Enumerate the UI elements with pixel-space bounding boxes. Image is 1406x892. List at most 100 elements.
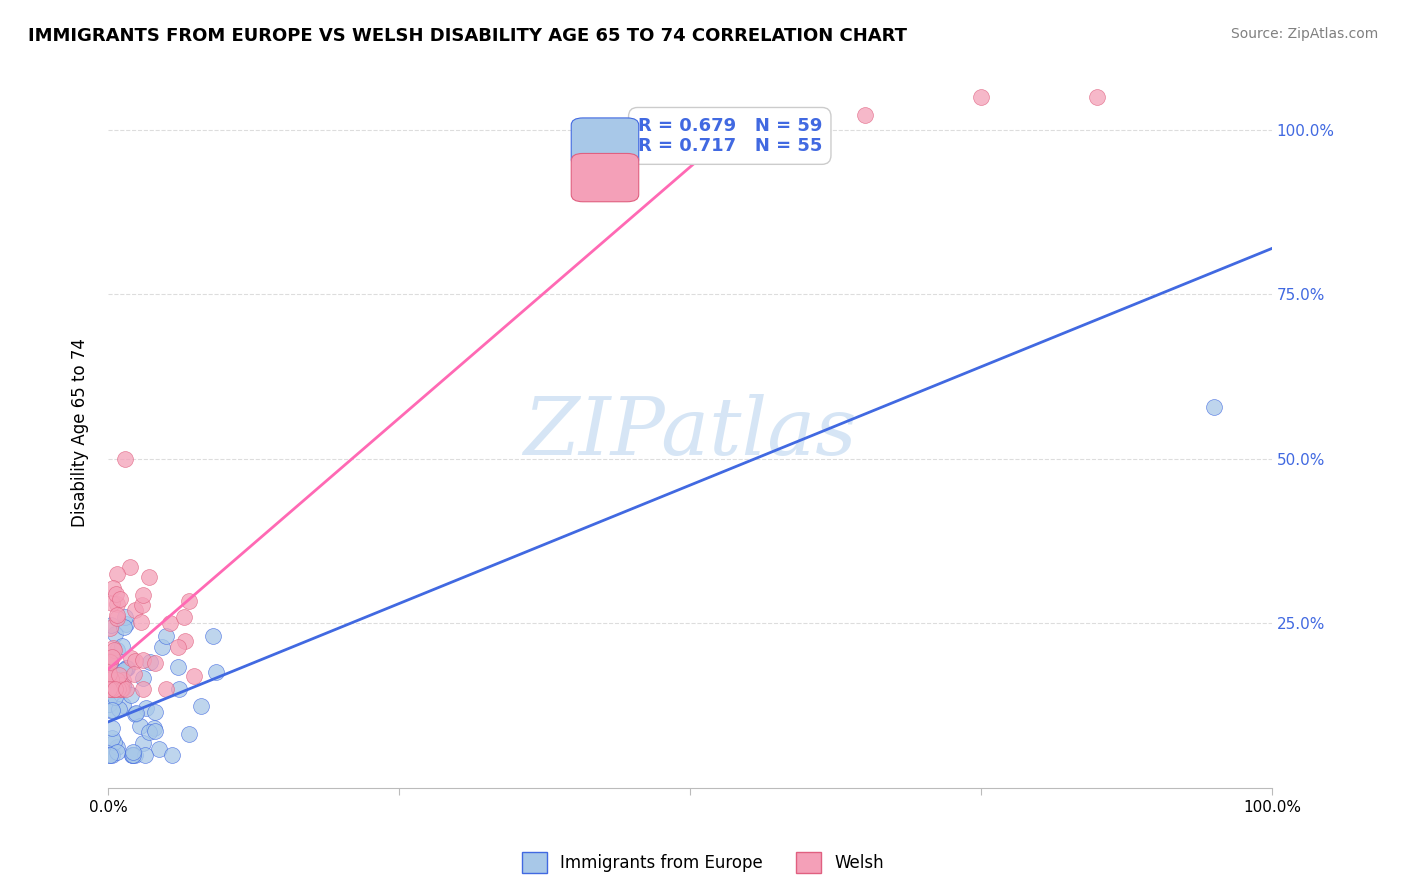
Point bbox=[111, 673, 134, 688]
Point bbox=[132, 653, 155, 667]
Point bbox=[121, 747, 143, 762]
Point bbox=[201, 629, 224, 643]
Point bbox=[155, 682, 177, 697]
Point bbox=[112, 664, 135, 678]
Point bbox=[138, 724, 160, 739]
Point bbox=[98, 747, 121, 762]
Point bbox=[1085, 90, 1108, 104]
Point bbox=[104, 587, 127, 601]
Point bbox=[138, 569, 160, 583]
Point bbox=[112, 681, 135, 696]
Point bbox=[177, 594, 200, 608]
Point bbox=[101, 596, 124, 610]
Point bbox=[166, 640, 188, 655]
Point bbox=[108, 668, 131, 682]
Point bbox=[105, 643, 128, 657]
Point bbox=[100, 682, 122, 697]
Legend: Immigrants from Europe, Welsh: Immigrants from Europe, Welsh bbox=[515, 846, 891, 880]
Point bbox=[104, 626, 127, 640]
Point bbox=[167, 682, 190, 697]
Point bbox=[159, 615, 181, 630]
Point bbox=[124, 706, 146, 721]
Point bbox=[101, 678, 124, 692]
Point bbox=[143, 705, 166, 719]
Point bbox=[107, 682, 129, 697]
Point bbox=[124, 655, 146, 669]
Point bbox=[139, 655, 162, 669]
Point bbox=[112, 698, 135, 713]
Point bbox=[98, 666, 121, 681]
Point bbox=[101, 682, 124, 697]
Point bbox=[104, 682, 127, 697]
FancyBboxPatch shape bbox=[571, 118, 638, 166]
Point bbox=[970, 90, 993, 104]
Point bbox=[150, 640, 173, 655]
Point bbox=[100, 618, 122, 632]
Point bbox=[143, 724, 166, 739]
Point bbox=[98, 665, 121, 680]
Point bbox=[100, 703, 122, 717]
Point bbox=[104, 690, 127, 705]
Point bbox=[98, 689, 121, 703]
Point bbox=[131, 615, 153, 629]
Point bbox=[124, 603, 146, 617]
Point bbox=[183, 669, 205, 683]
Point bbox=[98, 682, 121, 697]
Point bbox=[132, 672, 155, 686]
Point bbox=[98, 654, 121, 668]
Text: R = 0.679   N = 59
R = 0.717   N = 55: R = 0.679 N = 59 R = 0.717 N = 55 bbox=[637, 117, 823, 155]
Point bbox=[129, 719, 152, 733]
Point bbox=[117, 661, 139, 675]
Point bbox=[105, 567, 128, 582]
Point bbox=[120, 651, 142, 665]
Point bbox=[100, 650, 122, 665]
Point bbox=[114, 451, 136, 466]
Point bbox=[107, 702, 129, 716]
Point bbox=[115, 661, 138, 675]
Point bbox=[105, 739, 128, 754]
Text: Source: ZipAtlas.com: Source: ZipAtlas.com bbox=[1230, 27, 1378, 41]
Point bbox=[190, 698, 212, 713]
Point bbox=[104, 682, 127, 697]
Point bbox=[121, 747, 143, 762]
Point bbox=[853, 108, 876, 122]
Point bbox=[179, 727, 201, 741]
Point bbox=[131, 736, 153, 750]
Point bbox=[105, 745, 128, 759]
Point bbox=[122, 667, 145, 681]
Point bbox=[148, 742, 170, 756]
Point bbox=[107, 597, 129, 611]
Point bbox=[100, 680, 122, 694]
Point bbox=[135, 701, 157, 715]
Point bbox=[110, 591, 132, 606]
Point bbox=[98, 621, 121, 635]
Point bbox=[134, 747, 156, 762]
Point bbox=[101, 683, 124, 698]
Point bbox=[110, 682, 132, 697]
Point bbox=[132, 588, 155, 602]
Point bbox=[103, 735, 125, 749]
Point bbox=[98, 655, 121, 669]
Point bbox=[105, 673, 128, 688]
Point bbox=[114, 682, 136, 697]
Point bbox=[166, 660, 188, 674]
Point bbox=[101, 641, 124, 656]
Point bbox=[111, 639, 134, 653]
Point bbox=[173, 610, 195, 624]
Point bbox=[1202, 400, 1225, 414]
Point bbox=[110, 678, 132, 692]
Point bbox=[103, 581, 125, 595]
Point bbox=[124, 747, 146, 762]
Point bbox=[160, 747, 183, 762]
Point bbox=[205, 665, 228, 679]
Point bbox=[100, 721, 122, 735]
Point bbox=[155, 629, 177, 643]
Point bbox=[132, 682, 155, 697]
Y-axis label: Disability Age 65 to 74: Disability Age 65 to 74 bbox=[72, 338, 89, 527]
Text: IMMIGRANTS FROM EUROPE VS WELSH DISABILITY AGE 65 TO 74 CORRELATION CHART: IMMIGRANTS FROM EUROPE VS WELSH DISABILI… bbox=[28, 27, 907, 45]
Point bbox=[98, 747, 121, 762]
Point bbox=[131, 598, 153, 612]
Point bbox=[112, 620, 135, 634]
Point bbox=[100, 672, 122, 686]
Text: ZIPatlas: ZIPatlas bbox=[523, 394, 856, 471]
